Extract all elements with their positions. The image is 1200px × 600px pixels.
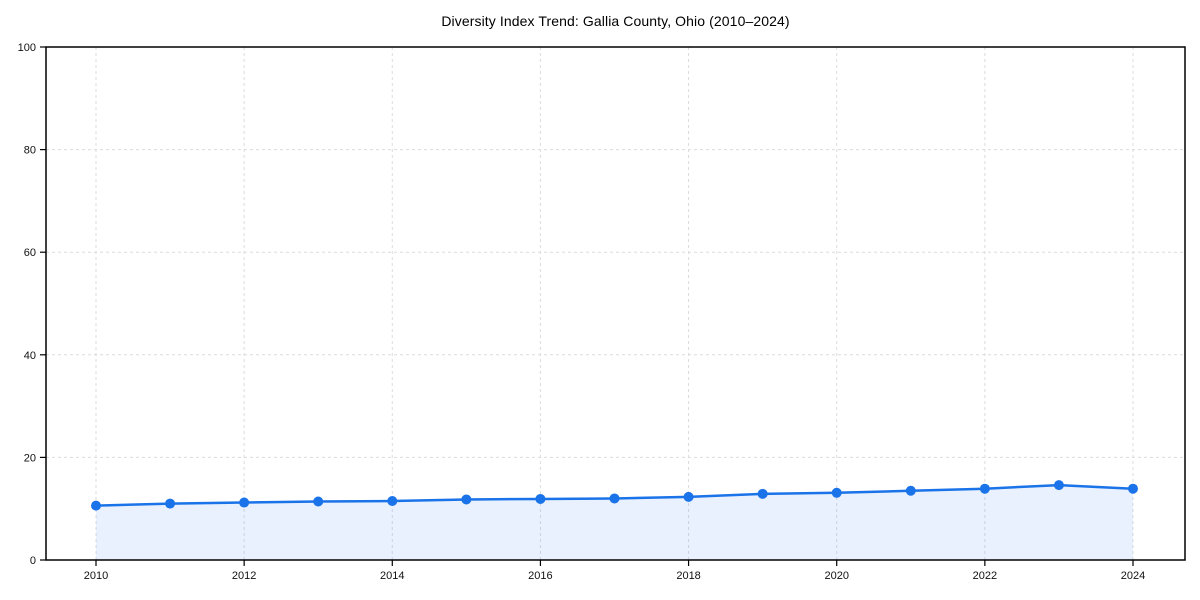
x-tick-label: 2014: [380, 570, 404, 582]
x-tick-label: 2024: [1121, 570, 1145, 582]
data-point: [683, 491, 694, 502]
data-point: [313, 496, 324, 507]
data-point: [91, 500, 101, 511]
data-point: [165, 498, 176, 509]
x-tick-label: 2016: [528, 570, 552, 582]
data-points: [91, 480, 1138, 511]
data-point: [757, 488, 768, 499]
data-point: [535, 493, 546, 504]
gridlines: [46, 47, 1185, 560]
data-point: [461, 494, 472, 505]
x-tick-label: 2018: [676, 570, 700, 582]
data-point: [831, 487, 842, 498]
x-tick-label: 2020: [824, 570, 848, 582]
x-tick-label: 2022: [973, 570, 997, 582]
y-tick-label: 100: [18, 42, 36, 54]
data-point: [1053, 480, 1064, 491]
axis-labels: 0 20 40 60 80 100 2010 2012 2014 2016 2018 2020 2022…: [18, 42, 1146, 582]
chart-title: Diversity Index Trend: Gallia County, Oh…: [441, 13, 790, 29]
data-point: [239, 497, 250, 508]
axis-ticks: [40, 46, 1134, 566]
y-tick-label: 40: [24, 350, 36, 362]
y-tick-label: 60: [24, 247, 36, 259]
data-point: [387, 496, 398, 507]
area-fill: [96, 485, 1133, 560]
y-tick-label: 80: [24, 145, 36, 157]
y-tick-label: 0: [30, 555, 36, 567]
x-tick-label: 2012: [232, 570, 256, 582]
data-point: [905, 485, 916, 496]
data-point: [1128, 483, 1138, 494]
data-point: [979, 483, 990, 494]
data-point: [609, 493, 620, 504]
y-tick-label: 20: [24, 452, 36, 464]
x-tick-label: 2010: [84, 570, 108, 582]
plot-border: [45, 46, 1186, 561]
